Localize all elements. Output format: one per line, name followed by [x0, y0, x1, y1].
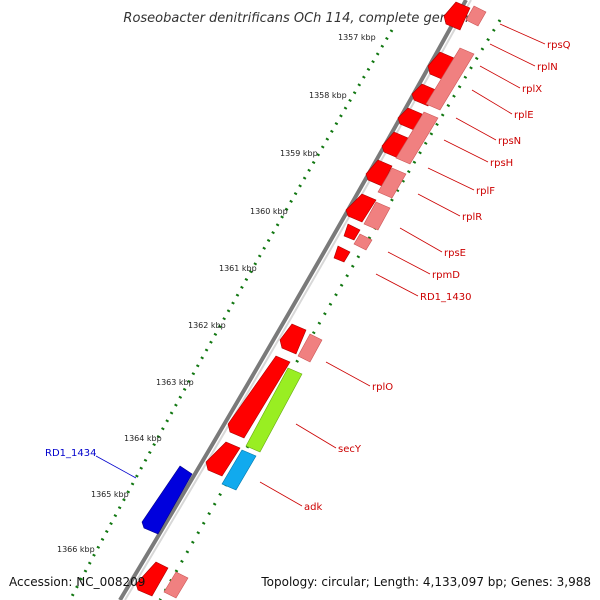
gene-block-secY[interactable] [245, 367, 303, 453]
gene-label[interactable]: rpmD [432, 270, 460, 281]
tick-label: 1363 kbp [156, 378, 194, 387]
gene-block[interactable] [425, 47, 475, 111]
gene-label[interactable]: rplF [476, 186, 495, 197]
gene-labels-red [259, 23, 546, 507]
gene-arrow[interactable] [397, 107, 423, 131]
gene-label[interactable]: rpsN [498, 136, 521, 147]
gene-arrow[interactable] [227, 355, 291, 439]
tick-label: 1364 kbp [124, 434, 162, 443]
tick-labels: 1357 kbp 1358 kbp 1359 kbp 1360 kbp 1361… [57, 33, 376, 554]
gene-label-line-RD1_1434 [95, 455, 137, 479]
gene-label[interactable]: rplX [522, 84, 542, 95]
tick-label: 1358 kbp [309, 91, 347, 100]
gene-block[interactable] [297, 333, 323, 363]
tick-label: 1362 kbp [188, 321, 226, 330]
accession-text: Accession: NC_008209 [9, 575, 145, 589]
gene-label[interactable]: rplN [537, 62, 558, 73]
gene-arrow[interactable] [381, 131, 409, 159]
gene-block-adk[interactable] [221, 449, 257, 491]
gene-label[interactable]: rpsE [444, 248, 466, 259]
gene-label[interactable]: secY [338, 444, 362, 455]
gene-block[interactable] [395, 111, 439, 165]
gene-label[interactable]: rpsH [490, 158, 513, 169]
gene-label[interactable]: rplO [372, 382, 393, 393]
gene-arrow[interactable] [365, 159, 393, 187]
gene-arrow[interactable] [333, 245, 351, 263]
outer-tick-circle [68, 29, 394, 600]
tick-label: 1366 kbp [57, 545, 95, 554]
gene-arrow[interactable] [135, 561, 169, 597]
gene-label-texts-red: rpsQ rplN rplX rplE rpsN rpsH rplF rplR … [304, 40, 571, 513]
gene-block[interactable] [163, 571, 189, 599]
gene-block[interactable] [363, 201, 391, 231]
gene-label[interactable]: rplE [514, 110, 534, 121]
gene-label-RD1_1434[interactable]: RD1_1434 [45, 448, 96, 459]
gene-track-red [135, 1, 471, 597]
gene-arrow[interactable] [443, 1, 471, 31]
gene-arrow[interactable] [279, 323, 307, 355]
gene-arrow[interactable] [205, 441, 241, 477]
gene-label[interactable]: rplR [462, 212, 482, 223]
tick-label: 1359 kbp [280, 149, 318, 158]
gene-label[interactable]: adk [304, 502, 322, 513]
tick-label: 1365 kbp [91, 490, 129, 499]
gene-arrow[interactable] [427, 51, 455, 81]
tick-label: 1361 kbp [219, 264, 257, 273]
gene-track-pink [163, 5, 487, 599]
genome-summary-text: Topology: circular; Length: 4,133,097 bp… [260, 575, 591, 589]
gene-label[interactable]: RD1_1430 [420, 292, 471, 303]
gene-label[interactable]: rpsQ [547, 40, 571, 51]
gene-block[interactable] [353, 233, 373, 251]
inner-tick-circle [158, 19, 502, 600]
gene-block[interactable] [377, 167, 407, 199]
tick-label: 1360 kbp [250, 207, 288, 216]
gene-block[interactable] [465, 5, 487, 27]
gene-arrow[interactable] [343, 223, 361, 241]
map-title: Roseobacter denitrificans OCh 114, compl… [123, 11, 476, 26]
gene-arrow[interactable] [345, 193, 377, 223]
genome-backbone [118, 0, 468, 600]
gene-arrow-RD1_1434[interactable] [141, 465, 193, 535]
tick-label: 1357 kbp [338, 33, 376, 42]
